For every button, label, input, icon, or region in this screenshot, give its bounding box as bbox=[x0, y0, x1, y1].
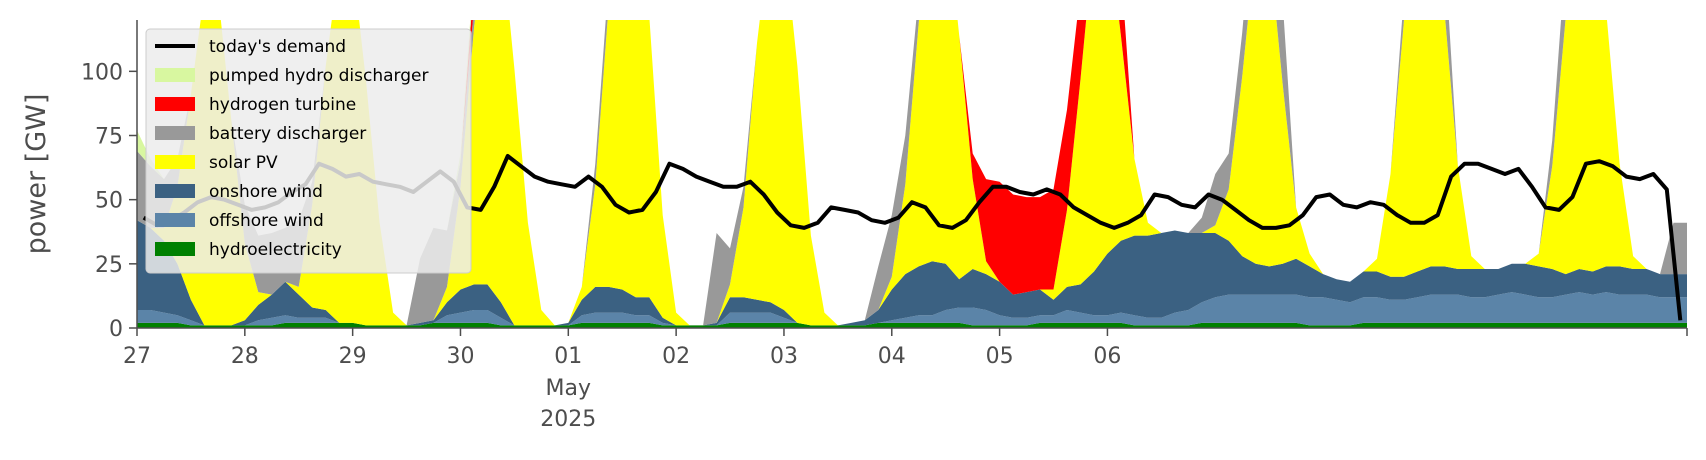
x-tick-label-27: 27 bbox=[123, 344, 151, 369]
legend-label-hydroelectricity: hydroelectricity bbox=[209, 240, 342, 260]
area-onshore-wind bbox=[137, 220, 1687, 326]
area-series bbox=[137, 20, 1687, 328]
y-tick-label-25: 25 bbox=[95, 253, 123, 278]
y-tick-label-100: 100 bbox=[81, 60, 123, 85]
legend-swatch-hydroelectricity bbox=[155, 242, 195, 256]
x-tick-label-03: 03 bbox=[770, 344, 798, 369]
legend-swatch-offshore-wind bbox=[155, 213, 195, 227]
area-battery-discharger bbox=[137, 20, 1687, 326]
legend-label-today-s-demand: today's demand bbox=[209, 37, 346, 57]
legend-box bbox=[145, 28, 472, 274]
x-tick-label-30: 30 bbox=[446, 344, 474, 369]
legend-swatch-solar-pv bbox=[155, 155, 195, 169]
x-tick-label-29: 29 bbox=[339, 344, 367, 369]
x-tick-label-28: 28 bbox=[231, 344, 259, 369]
legend-swatch-onshore-wind bbox=[155, 184, 195, 198]
area-hydroelectricity bbox=[137, 322, 1687, 328]
legend: today's demand pumped hydro discharger hyd… bbox=[145, 28, 472, 274]
x-tick-label-06: 06 bbox=[1093, 344, 1121, 369]
x-tick-sublabel-0: May bbox=[546, 376, 591, 401]
area-offshore-wind bbox=[137, 292, 1687, 326]
legend-label-offshore-wind: offshore wind bbox=[209, 211, 324, 231]
legend-label-solar-pv: solar PV bbox=[209, 153, 278, 173]
y-tick-label-0: 0 bbox=[109, 317, 123, 342]
legend-swatch-pumped-hydro-discharger bbox=[155, 68, 195, 82]
legend-swatch-battery-discharger bbox=[155, 126, 195, 140]
x-tick-label-02: 02 bbox=[662, 344, 690, 369]
x-tick-label-05: 05 bbox=[986, 344, 1014, 369]
x-tick-label-04: 04 bbox=[878, 344, 906, 369]
area-solar-pv bbox=[137, 20, 1687, 326]
y-tick-label-50: 50 bbox=[95, 189, 123, 214]
x-tick-label-01: 01 bbox=[554, 344, 582, 369]
y-tick-label-75: 75 bbox=[95, 125, 123, 150]
legend-label-pumped-hydro-discharger: pumped hydro discharger bbox=[209, 66, 428, 86]
axes: 0 25 50 75 100 27 28 29 30 01 May 2025 02 03 04 05 06 bbox=[81, 20, 1688, 432]
legend-label-battery-discharger: battery discharger bbox=[209, 124, 366, 144]
legend-label-hydrogen-turbine: hydrogen turbine bbox=[209, 95, 356, 115]
legend-label-onshore-wind: onshore wind bbox=[209, 182, 323, 202]
y-axis-label: power [GW] bbox=[21, 94, 52, 255]
x-tick-sublabel-1: 2025 bbox=[540, 407, 596, 432]
legend-swatch-hydrogen-turbine bbox=[155, 97, 195, 111]
